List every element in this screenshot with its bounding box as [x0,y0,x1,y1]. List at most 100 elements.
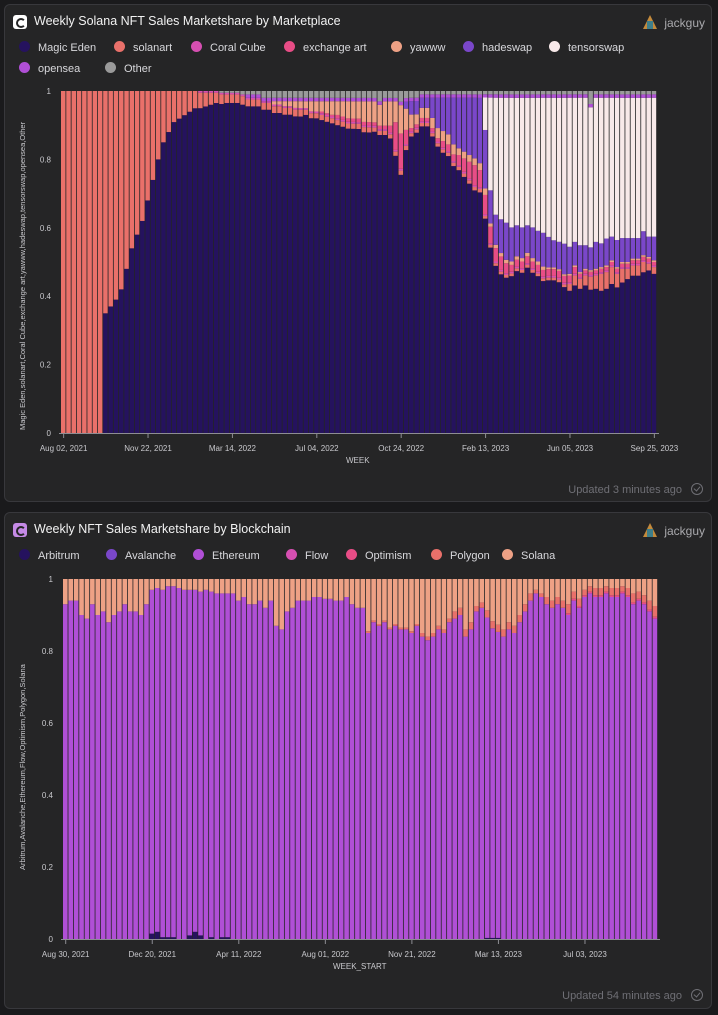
bar-segment [329,114,335,117]
bar-segment [388,91,393,98]
bar-segment [257,579,263,601]
stacked-bar-chart[interactable]: 0 0.2 0.4 0.6 0.8 1 Aug 30, 2021 Dec 20, 2021 Ap… [5,513,711,983]
stacked-bar-chart[interactable]: 0 0.2 0.4 0.6 0.8 1 Aug 02, 2021 Nov 22, 2021 Ma… [5,5,711,475]
bar-segment [365,631,371,633]
bar-segment [646,270,651,433]
bar-segment [382,130,388,136]
bar-segment [609,579,614,588]
bar-segment [311,597,317,939]
bar-segment [646,256,651,259]
author[interactable]: jackguy [642,522,705,538]
bar-segment [567,282,572,285]
bar-segment [588,271,593,276]
legend-item[interactable]: Solana [502,549,555,562]
bar-segment [329,91,335,98]
bar-segment [84,579,90,619]
bar-segment [349,579,355,605]
bar-segment [484,617,490,938]
bar-segment [435,128,440,139]
bar-segment [224,102,229,433]
bar-segment [472,187,477,191]
bar-segment [324,116,330,122]
bar-segment [493,97,498,215]
bar-segment [651,236,657,261]
legend-item[interactable]: exchange art [284,41,367,54]
bar-segment [614,597,620,939]
bar-segment [340,101,346,117]
bar-segment [424,123,430,127]
bar-segment [482,214,488,217]
legend-item[interactable]: Avalanche [106,549,176,562]
bar-segment [567,273,572,276]
bar-segment [335,120,340,126]
legend-item[interactable]: Coral Cube [191,41,266,54]
bar-segment [366,132,372,433]
bar-segment [514,97,520,226]
bar-segment [388,134,393,139]
bar-segment [103,313,108,433]
bar-segment [235,92,240,95]
bar-segment [604,288,609,433]
bar-segment [488,244,493,248]
bar-segment [517,579,522,615]
legend-item[interactable]: solanart [114,41,172,54]
legend-swatch [391,41,402,52]
bar-segment [540,269,546,277]
bar-segment [452,579,458,612]
bar-segment [414,129,419,133]
bar-segment [482,188,488,195]
bar-segment [430,91,435,95]
bar-segment [504,259,509,264]
bar-segment [572,265,578,268]
bar-segment [609,267,614,285]
legend-item[interactable]: Other [105,62,152,75]
updated-text: Updated 3 minutes ago [568,484,682,496]
bar-segment [509,271,514,274]
bar-segment [245,97,251,100]
bar-segment [501,579,506,630]
bar-segment [138,615,144,939]
legend-item[interactable]: tensorswap [549,41,624,54]
legend-item[interactable]: yawww [391,41,445,54]
legend-item[interactable]: opensea [19,62,80,75]
bar-segment [393,91,398,98]
bar-segment [252,604,257,939]
bar-segment [625,263,630,268]
legend-item[interactable]: Polygon [431,549,490,562]
bar-segment [273,579,279,626]
legend-item[interactable]: Ethereum [193,549,260,562]
bar-segment [440,149,446,153]
bar-segment [477,188,483,193]
bar-segment [488,97,493,191]
author[interactable]: jackguy [642,14,705,30]
legend-item[interactable]: hadeswap [463,41,532,54]
bar-segment [377,130,382,136]
bar-segment [482,216,488,219]
bar-segment [388,132,393,135]
legend-item[interactable]: Optimism [346,549,411,562]
legend-item[interactable]: Magic Eden [19,41,96,54]
bar-segment [372,122,377,126]
bar-segment [287,107,293,115]
bar-segment [250,99,256,107]
bar-segment [641,91,646,95]
bar-segment [546,94,551,98]
bar-segment [398,627,403,630]
bar-segment [519,261,525,269]
bar-segment [636,600,641,939]
bar-segment [213,91,219,93]
y-tick-label: 0.6 [42,719,54,728]
bar-segment [636,591,641,599]
bar-segment [298,91,303,98]
bar-segment [340,126,346,433]
legend-item[interactable]: Flow [286,549,328,562]
bar-segment [593,270,599,274]
bar-segment [127,611,133,939]
bar-segment [488,247,493,433]
bar-segment [598,273,604,291]
bar-segment [604,270,609,273]
bar-segment [641,97,646,232]
bar-segment [382,91,388,98]
legend-item[interactable]: Arbitrum [19,549,80,562]
bar-segment [192,91,198,109]
